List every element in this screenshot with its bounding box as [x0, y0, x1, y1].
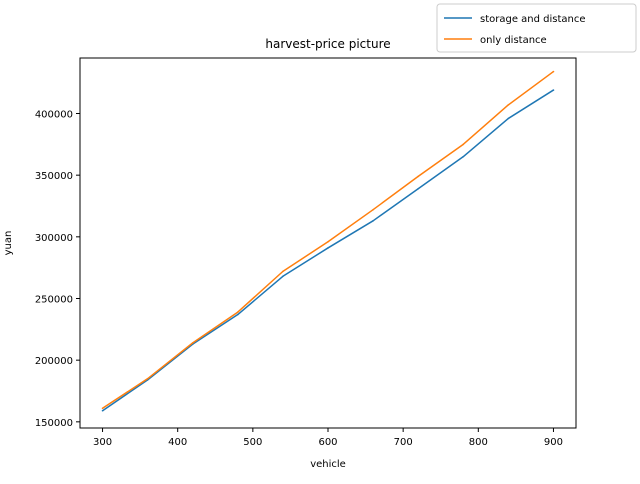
data-point	[191, 342, 194, 344]
y-tick-label: 300000	[35, 233, 73, 244]
data-point	[507, 104, 510, 106]
y-axis-label: yuan	[3, 231, 14, 256]
y-axis: 150000 200000 250000 300000 350000 400000	[35, 110, 80, 429]
data-point	[417, 175, 419, 178]
data-point	[372, 208, 374, 211]
legend-box	[436, 3, 637, 53]
chart-title: harvest-price picture	[265, 37, 390, 51]
series-lines	[101, 70, 555, 412]
data-point	[237, 313, 239, 316]
legend-label-only-distance: only distance	[480, 35, 547, 46]
x-tick-label: 400	[168, 437, 187, 448]
data-point	[327, 240, 329, 243]
data-point	[282, 270, 284, 273]
data-point	[101, 407, 104, 410]
y-tick-label: 400000	[35, 110, 73, 121]
x-tick-label: 700	[394, 437, 413, 448]
plot-area: 300 400 500 600 700 800 900 150000 200000 250000…	[35, 57, 577, 448]
data-point	[237, 311, 239, 313]
data-point	[101, 409, 104, 412]
data-point	[372, 220, 374, 222]
data-point	[327, 247, 329, 249]
data-point	[282, 275, 284, 278]
data-point	[417, 187, 419, 190]
y-tick-label: 350000	[35, 171, 73, 182]
legend: storage and distance only distance	[436, 3, 637, 53]
data-point	[507, 117, 510, 120]
x-axis-label: vehicle	[310, 459, 346, 470]
x-tick-label: 600	[318, 437, 337, 448]
data-point	[552, 89, 555, 91]
x-tick-label: 900	[544, 437, 563, 448]
data-point	[462, 155, 465, 158]
x-tick-label: 300	[93, 437, 112, 448]
data-point	[552, 70, 555, 73]
legend-label-storage-and-distance: storage and distance	[480, 14, 586, 25]
data-point	[146, 377, 149, 380]
data-point	[462, 143, 465, 146]
x-tick-label: 800	[469, 437, 488, 448]
y-tick-label: 200000	[35, 356, 73, 367]
x-tick-label: 500	[243, 437, 262, 448]
y-tick-label: 150000	[35, 418, 73, 429]
y-tick-label: 250000	[35, 295, 73, 306]
x-axis: 300 400 500 600 700 800 900	[93, 428, 563, 448]
